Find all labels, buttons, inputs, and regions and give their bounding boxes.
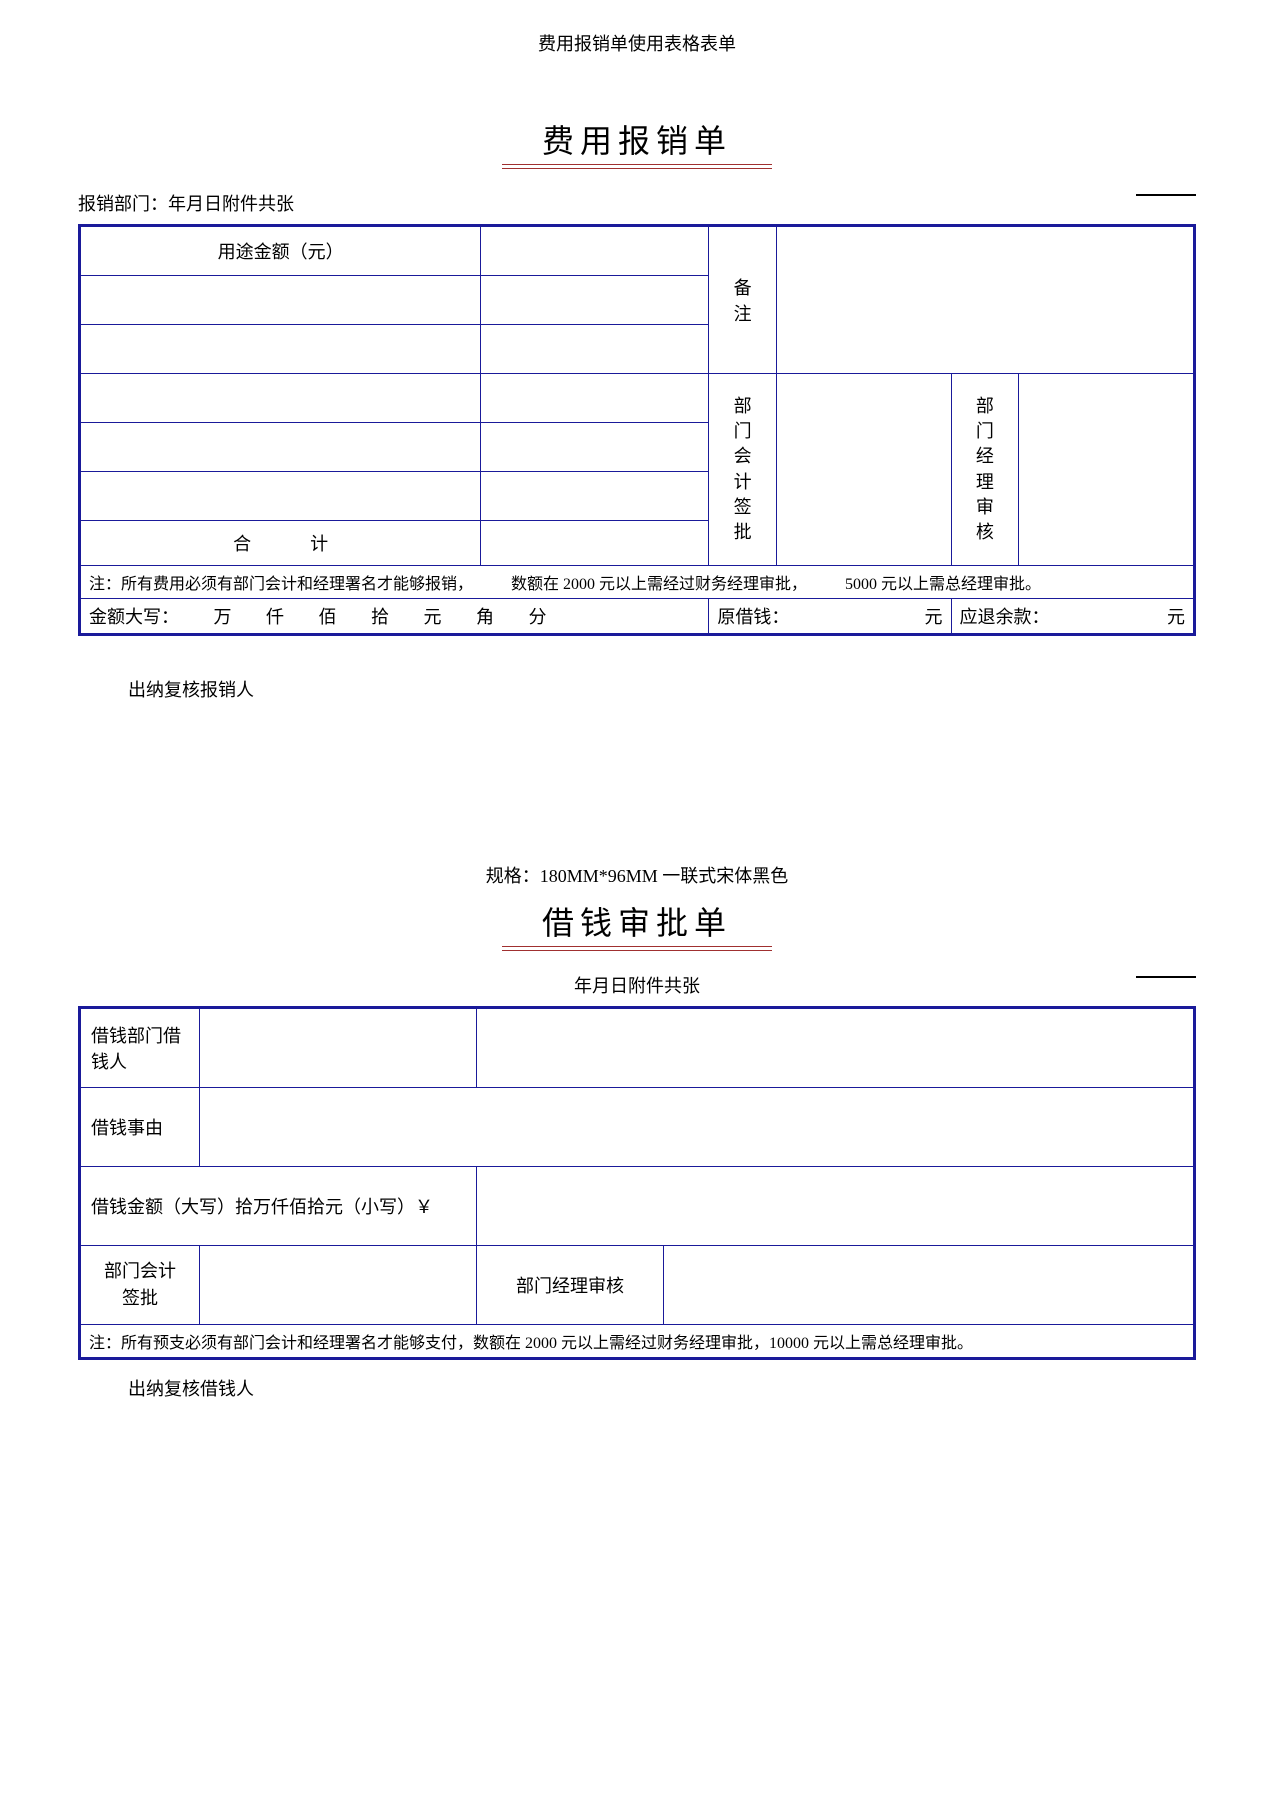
form1-footer: 出纳复核报销人 [78,676,1196,702]
data-cell [80,423,481,472]
row-amount-blank [477,1167,1195,1246]
dept-mgr-review-area [664,1246,1195,1325]
form2-note: 注：所有预支必须有部门会计和经理署名才能够支付，数额在 2000 元以上需经过财… [80,1325,1195,1359]
data-cell [481,276,709,325]
total-label: 合 计 [80,521,481,566]
row-reason-value [200,1088,1195,1167]
w-bai: 佰 [319,607,337,627]
data-cell [80,374,481,423]
orig-loan-label: 原借钱： [717,607,789,627]
total-value [481,521,709,566]
data-cell [80,472,481,521]
data-cell [481,423,709,472]
orig-loan-unit: 元 [925,603,943,629]
spec-line: 规格：180MM*96MM 一联式宋体黑色 [78,862,1196,888]
note-row: 注：所有费用必须有部门会计和经理署名才能够报销， 数额在 2000 元以上需经过… [80,566,1195,599]
cell-blank [477,1008,1195,1088]
dept-acct-sign-area [200,1246,477,1325]
refund: 应退余款： 元 [951,599,1194,635]
note-1: 注：所有费用必须有部门会计和经理署名才能够报销， [89,576,473,593]
dept-mgr-review: 部门经理审核 [477,1246,664,1325]
cell-blank [200,1008,477,1088]
orig-loan: 原借钱： 元 [709,599,951,635]
blank-underline [1136,194,1196,196]
form1-meta: 报销部门：年月日附件共张 [78,190,1196,216]
data-cell [481,325,709,374]
amount-words-label: 金额大写： [89,607,179,627]
note-3: 5000 元以上需总经理审批。 [845,576,1041,593]
form1-table: 用途金额（元） 备注 部门会计签批 部门经理审核 [78,224,1196,636]
form2-title: 借钱审批单 [78,898,1196,947]
form1-title: 费用报销单 [78,116,1196,165]
remark-label: 备注 [709,226,777,374]
doc-header: 费用报销单使用表格表单 [78,30,1196,56]
dept-acct-label: 部门会计签批 [709,374,777,566]
form1-title-text: 费用报销单 [502,116,772,165]
w-yuan: 元 [424,607,442,627]
row-amount: 借钱金额（大写）拾万仟佰拾元（小写）￥ [80,1167,477,1246]
dept-mgr-label: 部门经理审核 [951,374,1019,566]
w-jiao: 角 [476,607,494,627]
note-2: 数额在 2000 元以上需经过财务经理审批， [511,576,807,593]
data-cell [481,472,709,521]
data-cell [481,374,709,423]
row-borrow-dept-person: 借钱部门借钱人 [80,1008,200,1088]
form2-meta: 年月日附件共张 [78,972,1196,998]
form2-meta-text: 年月日附件共张 [574,976,700,996]
dept-acct-area [777,374,952,566]
data-cell [80,325,481,374]
w-fen: 分 [529,607,547,627]
refund-label: 应退余款： [960,607,1050,627]
w-wan: 万 [214,607,232,627]
remark-area [777,226,1195,374]
total-ji: 计 [310,534,328,554]
form2-title-text: 借钱审批单 [502,898,772,947]
blank-underline [1136,976,1196,978]
row-reason-label: 借钱事由 [80,1088,200,1167]
dept-mgr-area [1019,374,1195,566]
w-qian: 仟 [266,607,284,627]
form2-table: 借钱部门借钱人 借钱事由 借钱金额（大写）拾万仟佰拾元（小写）￥ 部门会计签批 … [78,1006,1196,1360]
total-he: 合 [233,534,251,554]
amount-words: 金额大写： 万 仟 佰 拾 元 角 分 [80,599,709,635]
dept-acct-sign: 部门会计签批 [80,1246,200,1325]
form1-meta-text: 报销部门：年月日附件共张 [78,194,294,214]
cell-blank [481,226,709,276]
refund-unit: 元 [1167,603,1185,629]
form2-footer: 出纳复核借钱人 [78,1375,1196,1401]
usage-amount-header: 用途金额（元） [80,226,481,276]
w-shi: 拾 [371,607,389,627]
data-cell [80,276,481,325]
